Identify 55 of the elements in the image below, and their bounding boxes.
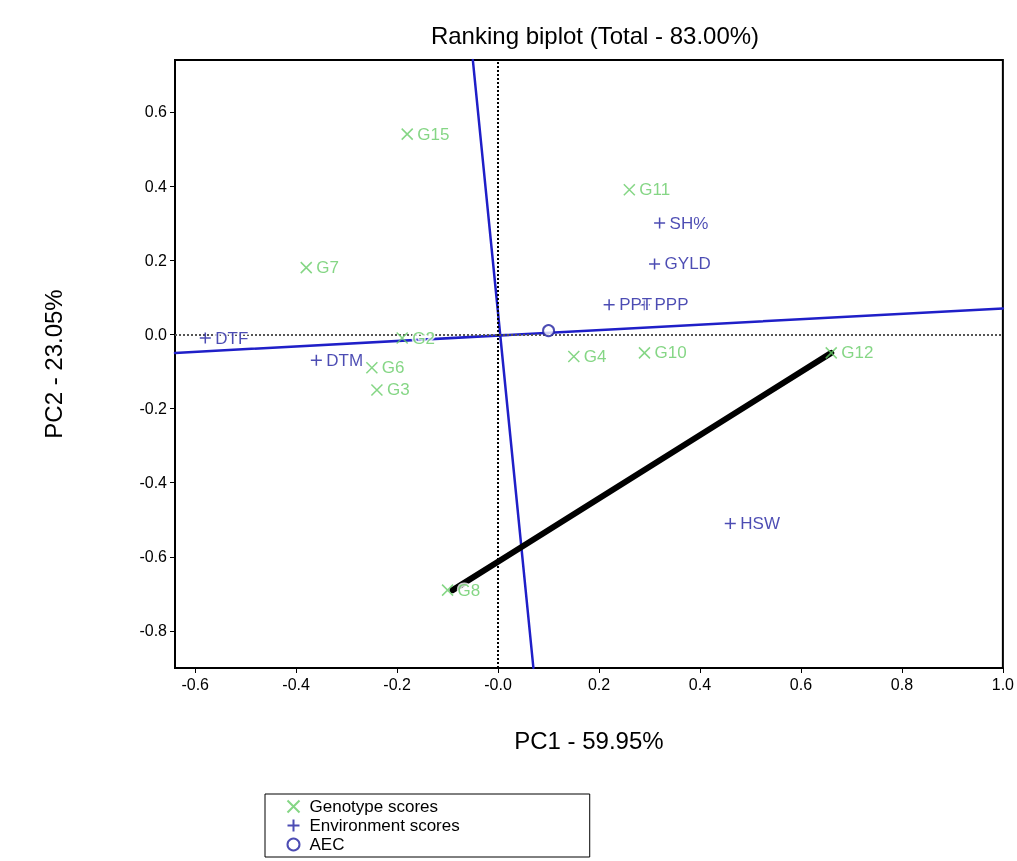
chart-title: Ranking biplot (Total - 83.00%) [430, 21, 760, 49]
data-label: G12 [841, 343, 874, 363]
x-tick-label: 1.0 [991, 675, 1015, 693]
y-tick-label: 0.0 [144, 325, 168, 343]
data-label: G10 [654, 343, 687, 363]
x-tick-label: 0.8 [890, 675, 914, 693]
data-label: G3 [386, 380, 410, 400]
point [199, 331, 212, 345]
legend-label: Genotype scores [309, 797, 439, 816]
data-label: HSW [740, 513, 780, 533]
y-tick-label: -0.6 [139, 548, 168, 566]
y-tick-label: -0.2 [139, 399, 168, 417]
y-tick-label: 0.6 [144, 103, 168, 121]
x-tick-label: -0.4 [282, 675, 311, 693]
x-tick-label: 0.6 [789, 675, 813, 693]
data-label: PPP [654, 295, 689, 315]
point [370, 383, 384, 397]
y-axis-title: PC2 - 23.05% [39, 289, 67, 439]
data-label: G11 [639, 180, 671, 200]
x-axis-title: PC1 - 59.95% [514, 726, 664, 754]
point [395, 331, 409, 345]
data-label: SH% [669, 213, 709, 233]
point [602, 298, 616, 311]
point [310, 354, 323, 367]
data-label: DTM [326, 350, 364, 370]
x-tick-label: 0.2 [587, 675, 611, 693]
point [825, 346, 838, 360]
data-label: DTF [215, 328, 249, 348]
legend-label: AEC [309, 835, 345, 854]
data-label: G6 [381, 358, 405, 378]
point [542, 324, 556, 338]
point [724, 517, 737, 530]
y-tick-label: 0.4 [144, 177, 168, 195]
data-label: G15 [417, 124, 450, 144]
x-tick-label: -0.0 [484, 675, 512, 693]
point [365, 361, 379, 374]
y-tick-label: -0.8 [139, 622, 168, 640]
x-tick-label: 0.4 [688, 675, 712, 693]
point [653, 216, 666, 230]
point [567, 350, 581, 363]
y-tick-label: 0.2 [144, 251, 168, 269]
x-tick-label: -0.6 [181, 675, 210, 693]
point [300, 261, 313, 274]
legend-label: Environment scores [309, 816, 460, 835]
x-tick-label: -0.2 [383, 675, 411, 693]
point [648, 257, 661, 271]
data-label: GYLD [664, 254, 711, 274]
point [400, 127, 414, 141]
point [638, 346, 651, 360]
point [441, 583, 454, 597]
data-label: G4 [583, 347, 607, 367]
y-tick-label: -0.4 [139, 474, 168, 492]
data-label: G7 [316, 258, 339, 278]
data-label: G8 [457, 580, 481, 600]
point [623, 183, 636, 197]
